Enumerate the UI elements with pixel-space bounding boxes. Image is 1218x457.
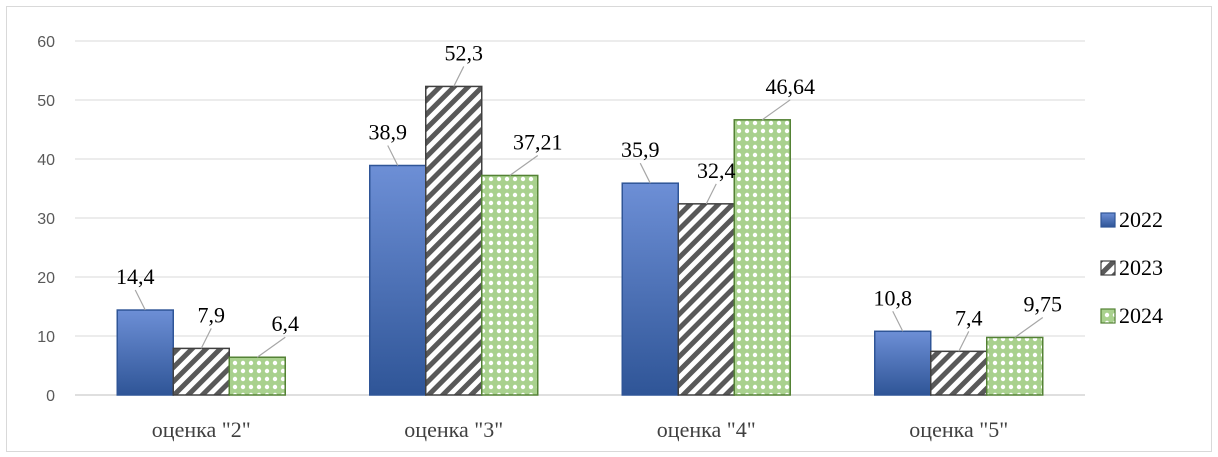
leader-line bbox=[705, 183, 717, 205]
bar-2024-4 bbox=[986, 336, 1044, 396]
data-label: 14,4 bbox=[116, 264, 155, 289]
data-label: 46,64 bbox=[766, 74, 816, 99]
data-label: 9,75 bbox=[1024, 291, 1063, 316]
leader-line bbox=[509, 154, 539, 176]
gridlines bbox=[75, 40, 1085, 396]
legend-label: 2023 bbox=[1119, 255, 1163, 280]
leader-line bbox=[892, 311, 904, 332]
bar-2023-2 bbox=[425, 85, 483, 396]
data-label: 7,4 bbox=[955, 305, 983, 330]
y-tick-label: 40 bbox=[37, 152, 55, 169]
data-label: 32,4 bbox=[697, 158, 736, 183]
legend-swatch bbox=[1100, 212, 1116, 228]
bar-2024-1 bbox=[228, 356, 286, 396]
bar-2022-4 bbox=[874, 330, 932, 396]
legend-label: 2024 bbox=[1119, 303, 1163, 328]
bar-2023-1 bbox=[172, 347, 230, 396]
bar-2022-1 bbox=[116, 309, 174, 396]
y-tick-label: 30 bbox=[37, 211, 55, 228]
leader-line bbox=[1014, 316, 1044, 338]
data-label: 52,3 bbox=[445, 40, 484, 65]
data-label: 7,9 bbox=[198, 302, 226, 327]
bar-2022-3 bbox=[621, 182, 679, 396]
data-label: 10,8 bbox=[874, 285, 913, 310]
bar-2024-2 bbox=[481, 174, 539, 396]
y-tick-label: 10 bbox=[37, 329, 55, 346]
data-label: 35,9 bbox=[621, 137, 660, 162]
data-label: 38,9 bbox=[369, 119, 408, 144]
chart-frame: 0 10 20 30 40 50 60 14,4 7,9 6,4 38,9 52,3 37,21 35,… bbox=[6, 6, 1212, 452]
y-tick-label: 20 bbox=[37, 270, 55, 287]
data-label: 6,4 bbox=[272, 311, 300, 336]
leader-line bbox=[761, 99, 791, 121]
leader-line bbox=[200, 328, 212, 349]
legend: 2022 2023 2024 bbox=[1100, 207, 1163, 328]
category-label: оценка "4" bbox=[657, 417, 756, 442]
category-label: оценка "2" bbox=[152, 417, 251, 442]
legend-swatch bbox=[1100, 308, 1116, 324]
bar-2023-4 bbox=[930, 350, 988, 396]
leader-line bbox=[453, 66, 465, 87]
leader-line bbox=[958, 331, 970, 352]
category-label: оценка "3" bbox=[404, 417, 503, 442]
y-tick-label: 60 bbox=[37, 34, 55, 51]
y-axis: 0 10 20 30 40 50 60 bbox=[37, 34, 55, 405]
x-axis: оценка "2" оценка "3" оценка "4" оценка "5" bbox=[152, 417, 1008, 442]
leader-line bbox=[134, 289, 146, 311]
bar-chart: 0 10 20 30 40 50 60 14,4 7,9 6,4 38,9 52,3 37,21 35,… bbox=[37, 34, 1163, 442]
leader-line bbox=[256, 336, 286, 358]
bar-2022-2 bbox=[369, 164, 427, 396]
y-tick-label: 50 bbox=[37, 93, 55, 110]
data-labels: 14,4 7,9 6,4 38,9 52,3 37,21 35,9 32,4 46,64 10,8… bbox=[116, 40, 1063, 358]
bars bbox=[116, 85, 1044, 396]
legend-swatch bbox=[1100, 260, 1116, 276]
bar-2023-3 bbox=[677, 203, 735, 396]
category-label: оценка "5" bbox=[909, 417, 1008, 442]
leader-line bbox=[387, 145, 399, 166]
leader-line bbox=[639, 162, 651, 184]
legend-label: 2022 bbox=[1119, 207, 1163, 232]
y-tick-label: 0 bbox=[46, 388, 55, 405]
data-label: 37,21 bbox=[513, 129, 563, 154]
bar-2024-3 bbox=[733, 119, 791, 396]
